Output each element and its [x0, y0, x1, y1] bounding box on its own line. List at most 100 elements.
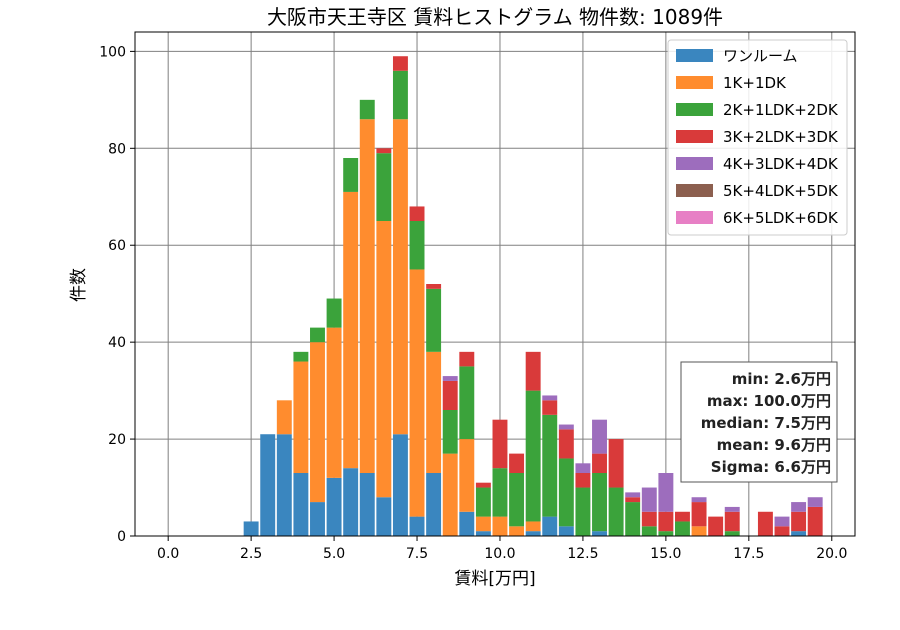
stats-frame [680, 361, 838, 483]
bar-segment [658, 511, 674, 532]
stats-line: max: 100.0万円 [707, 392, 831, 410]
bar-segment [459, 351, 475, 367]
legend-label: 6K+5LDK+6DK [723, 209, 839, 227]
bar-segment [525, 390, 541, 522]
stats-line: mean: 9.6万円 [717, 436, 831, 454]
bar-segment [575, 463, 591, 473]
bar-segment [293, 351, 309, 362]
bar-segment [774, 516, 790, 527]
bar-segment [426, 284, 442, 289]
legend-label: 4K+3LDK+4DK [723, 155, 839, 173]
x-axis-label: 賃料[万円] [454, 569, 535, 589]
bar-segment [376, 221, 392, 498]
bar-segment [426, 351, 442, 473]
bar-segment [558, 526, 574, 536]
bar-segment [392, 70, 408, 120]
bar-segment [376, 153, 392, 221]
bar-segment [675, 511, 690, 522]
bar-segment [359, 119, 375, 473]
bar-segment [691, 502, 707, 527]
bar-segment [641, 487, 657, 512]
bar-segment [409, 516, 425, 536]
bar-segment [791, 511, 807, 532]
bar-segment [442, 380, 458, 410]
x-tick-label: 15.0 [650, 546, 681, 562]
bar-segment [641, 511, 657, 527]
bar-segment [343, 191, 359, 469]
bar-segment [293, 361, 309, 473]
bar-segment [459, 511, 475, 536]
bar-segment [575, 473, 591, 488]
bar-segment [392, 119, 408, 435]
bar-segment [276, 434, 292, 536]
bar-segment [409, 221, 425, 270]
bar-segment [426, 473, 442, 536]
y-axis-label: 件数 [69, 268, 89, 302]
bar-segment [310, 342, 325, 503]
bar-segment [310, 502, 325, 536]
bar-segment [409, 269, 425, 517]
chart-title: 大阪市天王寺区 賃料ヒストグラム 物件数: 1089件 [267, 5, 723, 29]
legend-label: 1K+1DK [723, 74, 787, 92]
bar-segment [492, 468, 508, 517]
x-tick-label: 12.5 [567, 546, 598, 562]
bar-segment [757, 511, 773, 536]
legend-label: 2K+1LDK+2DK [723, 101, 839, 119]
x-tick-label: 7.5 [406, 546, 428, 562]
legend-label: ワンルーム [723, 47, 798, 65]
bars [243, 56, 823, 536]
bar-segment [724, 506, 740, 512]
bar-segment [392, 434, 408, 536]
bar-segment [658, 531, 674, 536]
bar-segment [625, 502, 641, 536]
bar-segment [592, 419, 607, 454]
bar-segment [542, 414, 558, 517]
bar-segment [791, 502, 807, 512]
bar-segment [542, 516, 558, 536]
bar-segment [276, 400, 292, 435]
bar-segment [426, 288, 442, 352]
legend-swatch [676, 130, 713, 143]
bar-segment [691, 497, 707, 503]
bar-segment [409, 206, 425, 221]
bar-segment [525, 521, 541, 532]
axis-ticks: 0.0 2.5 5.0 7.5 10.0 12.5 15.0 17.5 20.0 0 20 40 60 8… [99, 44, 847, 562]
stats-line: Sigma: 6.6万円 [711, 458, 831, 476]
bar-segment [691, 526, 707, 536]
bar-segment [542, 400, 558, 415]
legend-swatch [676, 103, 713, 116]
bar-segment [592, 531, 607, 536]
bar-segment [359, 473, 375, 536]
x-tick-label: 0.0 [157, 546, 179, 562]
x-tick-label: 17.5 [733, 546, 764, 562]
legend-swatch [676, 157, 713, 170]
bar-segment [675, 521, 690, 536]
bar-segment [807, 506, 823, 536]
bar-segment [791, 531, 807, 536]
bar-segment [326, 298, 342, 328]
bar-segment [442, 376, 458, 381]
y-tick-label: 0 [117, 529, 126, 545]
legend-label: 3K+2LDK+3DK [723, 128, 839, 146]
bar-segment [475, 487, 491, 517]
y-tick-label: 20 [108, 432, 126, 448]
legend-label: 5K+4LDK+5DK [723, 182, 839, 200]
bar-segment [376, 497, 392, 536]
bar-segment [774, 526, 790, 536]
bar-segment [475, 531, 491, 536]
bar-segment [492, 419, 508, 469]
bar-segment [475, 482, 491, 488]
legend-swatch [676, 184, 713, 197]
bar-segment [343, 158, 359, 192]
legend: ワンルーム 1K+1DK 2K+1LDK+2DK 3K+2LDK+3DK 4K+3LDK… [667, 39, 848, 236]
bar-segment [442, 410, 458, 454]
bar-segment [509, 473, 525, 527]
legend-swatch [676, 49, 713, 62]
y-tick-label: 100 [99, 44, 126, 60]
bar-segment [558, 458, 574, 527]
bar-segment [310, 327, 325, 343]
x-tick-label: 10.0 [484, 546, 515, 562]
legend-swatch [676, 76, 713, 89]
bar-segment [293, 473, 309, 536]
